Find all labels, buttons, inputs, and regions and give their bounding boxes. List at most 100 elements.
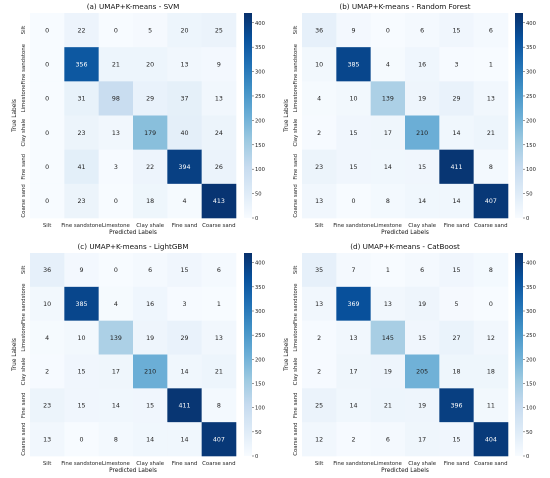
heatmap-cell xyxy=(64,13,99,48)
y-tick-label: Fine sand xyxy=(21,154,27,180)
heatmap-cell xyxy=(473,183,509,219)
x-axis-label: Predicted Labels xyxy=(109,230,157,236)
heatmap-cell xyxy=(64,183,99,219)
heatmap-cell xyxy=(473,47,509,82)
cell-value-label: 16 xyxy=(146,301,154,308)
colorbar-tick-label: 250 xyxy=(526,94,536,100)
heatmap-cell xyxy=(167,183,202,219)
cell-value-label: 394 xyxy=(178,164,190,171)
heatmap-cell xyxy=(336,81,371,116)
heatmap-panel-2: (b) UMAP+K-means - Random Forest 36 9 0 6 15 6… xyxy=(284,2,536,236)
cell-value-label: 2 xyxy=(317,335,321,342)
heatmap-cell xyxy=(30,354,65,389)
x-tick-label: Fine sandstone xyxy=(61,223,102,229)
cell-value-label: 40 xyxy=(180,130,188,137)
cell-value-label: 179 xyxy=(144,130,156,137)
cell-value-label: 13 xyxy=(487,96,495,103)
colorbar-tick-label: 400 xyxy=(255,261,265,267)
y-tick-label: Clay shale xyxy=(293,357,299,385)
panel-title: (b) UMAP+K-means - Random Forest xyxy=(339,2,470,11)
cell-value-label: 8 xyxy=(489,164,493,171)
cell-value-label: 19 xyxy=(384,369,392,376)
x-axis-label: Predicted Labels xyxy=(381,230,429,236)
heatmap-cell xyxy=(302,253,337,288)
heatmap-cell xyxy=(439,13,474,48)
heatmap-cell xyxy=(370,354,406,389)
cell-value-label: 14 xyxy=(349,403,357,410)
cell-value-label: 15 xyxy=(418,164,426,171)
heatmap-cell xyxy=(439,47,474,82)
x-tick-label: Silt xyxy=(43,223,52,229)
heatmap-cell xyxy=(98,149,134,185)
cell-value-label: 29 xyxy=(180,335,188,342)
x-tick-label: Silt xyxy=(315,223,324,229)
colorbar-tick-label: 0 xyxy=(526,216,529,222)
cell-value-label: 145 xyxy=(382,335,394,342)
heatmap-cell xyxy=(336,13,371,48)
cell-value-label: 0 xyxy=(79,436,83,443)
x-tick-label: Silt xyxy=(315,461,324,467)
heatmap-cell xyxy=(98,388,134,423)
heatmap-cell xyxy=(439,354,474,389)
cell-value-label: 15 xyxy=(146,403,154,410)
heatmap-cell xyxy=(201,422,237,457)
y-tick-label: Silt xyxy=(21,26,27,35)
cell-value-label: 0 xyxy=(351,198,355,205)
y-tick-label: Silt xyxy=(21,266,27,275)
y-tick-label: Fine sand xyxy=(293,154,299,180)
cell-value-label: 18 xyxy=(452,369,460,376)
colorbar-tick-label: 50 xyxy=(526,430,533,436)
colorbar-tick-label: 400 xyxy=(526,261,536,267)
heatmap-cell xyxy=(201,47,237,82)
cell-value-label: 15 xyxy=(452,27,460,34)
heatmap-cell xyxy=(64,388,99,423)
colorbar-tick-label: 50 xyxy=(255,430,262,436)
y-tick-label: Limestone xyxy=(293,323,299,352)
y-axis-label: True Labels xyxy=(284,338,290,372)
heatmap-cell xyxy=(370,388,406,423)
x-tick-label: Limestone xyxy=(374,223,403,229)
cell-value-label: 23 xyxy=(315,164,323,171)
cell-value-label: 12 xyxy=(487,335,495,342)
cell-value-label: 29 xyxy=(452,96,460,103)
heatmap-cell xyxy=(439,388,474,423)
heatmap-cell xyxy=(439,81,474,116)
heatmap-cell xyxy=(201,286,237,321)
cell-value-label: 0 xyxy=(45,130,49,137)
heatmap-cell xyxy=(370,81,406,116)
heatmap-cell xyxy=(98,47,134,82)
heatmap-cell xyxy=(405,183,440,219)
heatmap-cell xyxy=(370,13,406,48)
x-tick-label: Fine sandstone xyxy=(333,461,374,467)
heatmap-cell xyxy=(98,183,134,219)
colorbar-tick-label: 0 xyxy=(255,216,258,222)
heatmap-cell xyxy=(336,149,371,185)
cell-value-label: 23 xyxy=(77,198,85,205)
heatmap-cell xyxy=(64,354,99,389)
heatmap-cell xyxy=(30,81,65,116)
heatmap-cell xyxy=(30,13,65,48)
cell-value-label: 14 xyxy=(112,403,120,410)
colorbar-tick-label: 50 xyxy=(526,192,533,198)
heatmap-cell xyxy=(439,320,474,355)
x-tick-label: Clay shale xyxy=(408,461,436,467)
cell-value-label: 35 xyxy=(315,267,323,274)
cell-value-label: 24 xyxy=(215,130,223,137)
cell-value-label: 13 xyxy=(215,335,223,342)
cell-value-label: 22 xyxy=(146,164,154,171)
heatmap-cell xyxy=(370,253,406,288)
cell-value-label: 2 xyxy=(351,436,355,443)
heatmap-cell xyxy=(336,422,371,457)
heatmap-cell xyxy=(167,320,202,355)
cell-value-label: 9 xyxy=(79,267,83,274)
heatmap-cell xyxy=(439,183,474,219)
heatmap-cell xyxy=(405,320,440,355)
colorbar-tick-label: 350 xyxy=(255,45,265,51)
heatmap-panel-4: (d) UMAP+K-means - CatBoost 35 7 1 6 15 8 13 369… xyxy=(284,242,536,474)
cell-value-label: 26 xyxy=(215,164,223,171)
heatmap-cell xyxy=(98,286,134,321)
cell-value-label: 210 xyxy=(144,369,156,376)
y-tick-label: Silt xyxy=(293,26,299,35)
cell-value-label: 356 xyxy=(75,62,87,69)
